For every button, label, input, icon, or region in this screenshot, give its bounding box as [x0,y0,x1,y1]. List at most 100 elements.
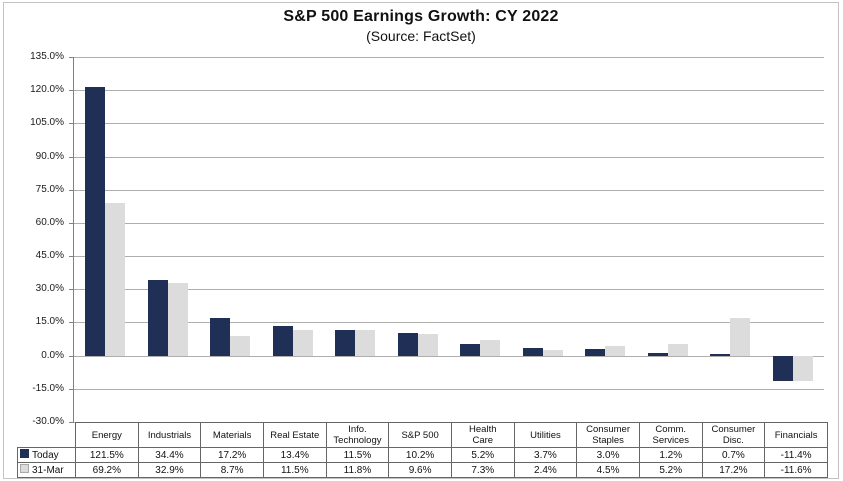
gridline [74,322,824,323]
y-tick-mark [69,157,74,158]
series-row-today: Today 121.5% 34.4% 17.2% 13.4% 11.5% 10.2% 5.2%… [17,447,828,463]
category-header: Real Estate [262,422,327,448]
y-tick-mark [69,57,74,58]
gridline [74,356,824,357]
gridline [74,256,824,257]
bar-today-4 [272,326,293,356]
legend-label: Today [32,449,59,461]
bar-31-mar-2 [167,282,188,356]
y-tick-mark [69,322,74,323]
bar-today-3 [210,317,231,356]
value-cell: 32.9% [137,462,202,478]
bar-today-2 [147,279,168,356]
y-tick-label: 45.0% [35,250,64,261]
bar-31-mar-5 [355,329,376,356]
category-header: S&P 500 [388,422,452,448]
chart-subtitle: (Source: FactSet) [366,28,476,44]
value-cell: 121.5% [75,447,139,463]
bar-31-mar-10 [667,344,688,356]
bar-31-mar-9 [605,345,626,356]
value-cell: 1.2% [638,447,703,463]
bar-today-1 [85,86,106,356]
plot-area [69,57,824,423]
gridline [74,389,824,390]
bar-today-8 [522,347,543,356]
value-cell: 10.2% [388,447,452,463]
category-header: Energy [75,422,139,448]
category-header: Info. Technology [325,422,390,448]
bar-today-10 [647,353,668,356]
chart-figure: S&P 500 Earnings Growth: CY 2022 (Source… [3,2,839,479]
bar-31-mar-7 [480,339,501,356]
gridline [74,223,824,224]
bar-31-mar-1 [105,202,126,356]
table-body: Today 121.5% 34.4% 17.2% 13.4% 11.5% 10.2% 5.2%… [17,447,828,478]
bar-31-mar-6 [417,334,438,356]
y-tick-label: 30.0% [35,283,64,294]
value-cell: 11.8% [325,462,390,478]
value-cell: 11.5% [325,447,390,463]
y-tick-label: -15.0% [32,383,64,394]
y-tick-mark [69,422,74,423]
bar-today-11 [710,354,731,356]
y-tick-label: 120.0% [30,84,64,95]
y-tick-mark [69,289,74,290]
y-tick-mark [69,389,74,390]
bar-today-5 [335,330,356,356]
bar-today-12 [772,355,793,381]
value-cell: 34.4% [137,447,202,463]
category-header: Financials [764,422,828,448]
value-cell: 0.7% [701,447,766,463]
value-cell: 3.7% [513,447,578,463]
legend-swatch-today [20,449,29,459]
data-table: Energy Industrials Materials Real Estate Inf… [17,422,828,478]
gridline [74,57,824,58]
category-header: Consumer Staples [576,422,640,448]
category-header: Materials [200,422,264,448]
bar-today-6 [397,333,418,356]
gridline [74,123,824,124]
y-tick-mark [69,356,74,357]
y-tick-mark [69,90,74,91]
value-cell: 17.2% [200,447,264,463]
bar-31-mar-12 [792,355,813,382]
value-cell: 11.5% [262,462,327,478]
value-cell: -11.4% [764,447,828,463]
gridline [74,90,824,91]
value-cell: -11.6% [764,462,828,478]
bar-31-mar-4 [292,330,313,356]
value-cell: 17.2% [701,462,766,478]
category-header: Health Care [450,422,515,448]
bar-31-mar-3 [230,336,251,356]
y-axis: 135.0% 120.0% 105.0% 90.0% 75.0% 60.0% 45.0% 30… [4,51,68,427]
bar-today-9 [585,349,606,356]
value-cell: 2.4% [513,462,578,478]
series-row-31-mar: 31-Mar 69.2% 32.9% 8.7% 11.5% 11.8% 9.6% 7.3% 2.… [17,462,828,478]
gridline [74,157,824,158]
category-header: Industrials [137,422,202,448]
y-tick-label: 15.0% [35,316,64,327]
y-tick-label: -30.0% [32,416,64,427]
y-tick-label: 90.0% [35,151,64,162]
y-tick-label: 60.0% [35,217,64,228]
y-tick-label: 135.0% [30,51,64,62]
value-cell: 3.0% [576,447,640,463]
y-tick-mark [69,256,74,257]
value-cell: 69.2% [75,462,139,478]
category-header: Utilities [513,422,578,448]
legend-cell-31-mar: 31-Mar [17,462,76,478]
bar-today-7 [460,344,481,356]
bar-31-mar-8 [542,350,563,356]
gridline [74,289,824,290]
table-header: Energy Industrials Materials Real Estate Inf… [18,422,828,448]
legend-swatch-31-mar [20,464,29,474]
value-cell: 9.6% [388,462,452,478]
value-cell: 5.2% [450,447,515,463]
y-tick-mark [69,223,74,224]
y-tick-label: 75.0% [35,184,64,195]
bar-31-mar-11 [730,317,751,356]
gridline [74,190,824,191]
legend-label: 31-Mar [32,464,64,476]
y-tick-mark [69,190,74,191]
